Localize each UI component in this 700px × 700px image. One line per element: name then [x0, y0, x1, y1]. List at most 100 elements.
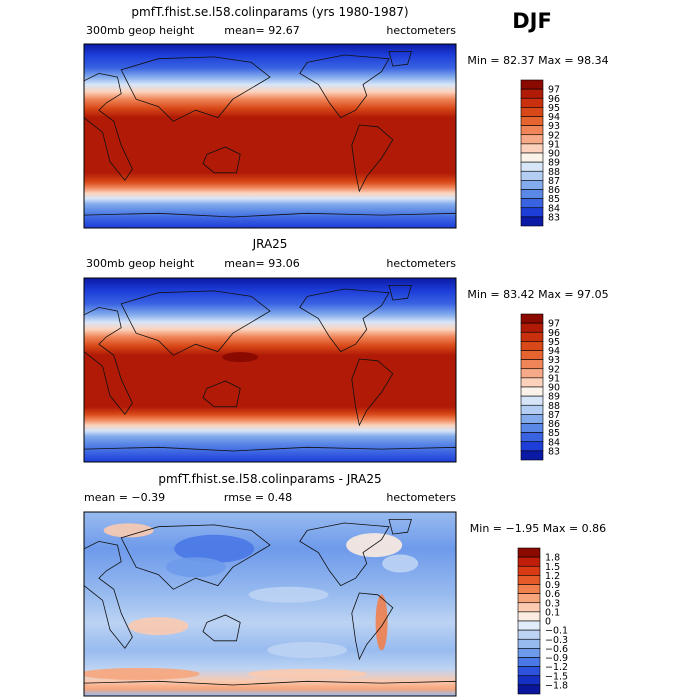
colorbar-swatch — [520, 161, 544, 172]
colorbar-swatch — [520, 180, 544, 190]
panel-title: JRA25 — [252, 237, 288, 251]
colorbar-swatch — [520, 88, 544, 99]
colorbar-swatch — [520, 152, 544, 163]
diff-anomaly — [382, 554, 419, 573]
colorbar-tick-label: −1.8 — [545, 680, 568, 691]
coastline — [202, 146, 241, 174]
colorbar-tick-label: 85 — [548, 428, 560, 439]
season-label: DJF — [512, 9, 552, 33]
colorbar-swatch — [520, 134, 544, 145]
map-frame — [83, 511, 457, 697]
minmax-label: Min = 83.42 Max = 97.05 — [467, 288, 608, 301]
coastline — [388, 519, 412, 535]
colorbar: 1.81.51.20.90.60.30.10−0.1−0.3−0.6−0.9−1… — [517, 547, 568, 695]
colorbar-swatch — [520, 450, 544, 461]
panel-left-label: mean = −0.39 — [84, 491, 165, 504]
colorbar-swatch — [517, 575, 541, 585]
colorbar-tick-label: −1.2 — [545, 662, 568, 673]
colorbar-tick-label: 92 — [548, 364, 560, 375]
colorbar-swatch — [520, 359, 544, 370]
colorbar-tick-label: 94 — [548, 346, 560, 357]
field-background — [84, 278, 456, 462]
colorbar-swatch — [520, 322, 544, 333]
colorbar-tick-label: 97 — [548, 85, 560, 96]
panel-1: pmfT.fhist.se.l58.colinparams (yrs 1980-… — [83, 5, 609, 229]
colorbar-swatch — [520, 350, 544, 360]
coastline — [299, 54, 390, 119]
colorbar-tick-label: 1.5 — [545, 562, 560, 573]
coastline — [351, 592, 394, 661]
colorbar-swatch — [517, 675, 541, 686]
panel-units-label: hectometers — [386, 24, 456, 37]
colorbar-swatch — [520, 414, 544, 424]
panel-units-label: hectometers — [386, 257, 456, 270]
colorbar-tick-label: 0 — [545, 617, 551, 628]
colorbar-swatch — [520, 79, 544, 90]
colorbar-tick-label: −0.6 — [545, 644, 568, 655]
colorbar-swatch — [517, 556, 541, 567]
coastline — [388, 51, 412, 67]
colorbar-swatch — [517, 547, 541, 558]
map-field — [84, 278, 456, 462]
colorbar-swatch — [520, 107, 544, 117]
colorbar-swatch — [520, 216, 544, 227]
coastline — [351, 358, 394, 427]
colorbar-tick-label: 1.8 — [545, 553, 560, 564]
coastline — [202, 380, 241, 408]
field-background — [84, 44, 456, 228]
minmax-label: Min = 82.37 Max = 98.34 — [467, 54, 608, 67]
diff-anomaly — [103, 523, 154, 538]
diff-anomaly — [375, 594, 388, 651]
colorbar-swatch — [517, 565, 541, 576]
diff-anomaly — [248, 586, 329, 603]
coastline — [84, 212, 456, 228]
coastline — [299, 522, 390, 587]
colorbar-tick-label: 86 — [548, 419, 560, 430]
colorbar-swatch — [517, 684, 541, 695]
colorbar-swatch — [520, 331, 544, 342]
coastline — [84, 540, 133, 649]
colorbar-tick-label: 86 — [548, 185, 560, 196]
panel-title: pmfT.fhist.se.l58.colinparams - JRA25 — [158, 472, 381, 486]
colorbar-swatch — [517, 648, 541, 658]
colorbar-tick-label: 84 — [548, 437, 560, 448]
colorbar-tick-label: 89 — [548, 158, 560, 169]
colorbar-swatch — [517, 666, 541, 677]
coastline — [299, 288, 390, 353]
colorbar-swatch — [520, 170, 544, 181]
colorbar-swatch — [520, 198, 544, 209]
colorbar-tick-label: 90 — [548, 383, 560, 394]
coastline — [202, 614, 241, 642]
map-frame — [83, 43, 457, 229]
colorbar-tick-label: 89 — [548, 392, 560, 403]
colorbar-tick-label: 93 — [548, 355, 560, 366]
colorbar-swatch — [520, 423, 544, 433]
colorbar-swatch — [520, 341, 544, 351]
colorbar-tick-label: 84 — [548, 203, 560, 214]
panel-2: JRA25 300mb geop height mean= 93.06 hectome… — [83, 237, 609, 463]
diff-anomaly — [84, 667, 200, 680]
colorbar-swatch — [517, 620, 541, 631]
field-max-blob — [222, 352, 259, 363]
panel-center-label: mean= 93.06 — [224, 257, 299, 270]
colorbar-tick-label: 87 — [548, 410, 560, 421]
colorbar-tick-label: 93 — [548, 121, 560, 132]
colorbar-swatch — [520, 441, 544, 452]
colorbar-swatch — [520, 386, 544, 397]
coastline — [120, 56, 271, 122]
colorbar-swatch — [520, 432, 544, 443]
colorbar-swatch — [520, 189, 544, 199]
colorbar-tick-label: 83 — [548, 446, 560, 457]
diff-anomaly — [267, 642, 348, 658]
colorbar-swatch — [520, 125, 544, 136]
colorbar-swatch — [517, 638, 541, 649]
colorbar-swatch — [520, 368, 544, 379]
colorbar-swatch — [520, 143, 544, 154]
colorbar-tick-label: 90 — [548, 149, 560, 160]
colorbar-swatch — [517, 593, 541, 604]
colorbar-swatch — [520, 116, 544, 126]
colorbar-swatch — [517, 657, 541, 667]
colorbar-tick-label: 1.2 — [545, 571, 560, 582]
diff-anomaly — [165, 557, 226, 578]
coastline — [120, 524, 271, 590]
